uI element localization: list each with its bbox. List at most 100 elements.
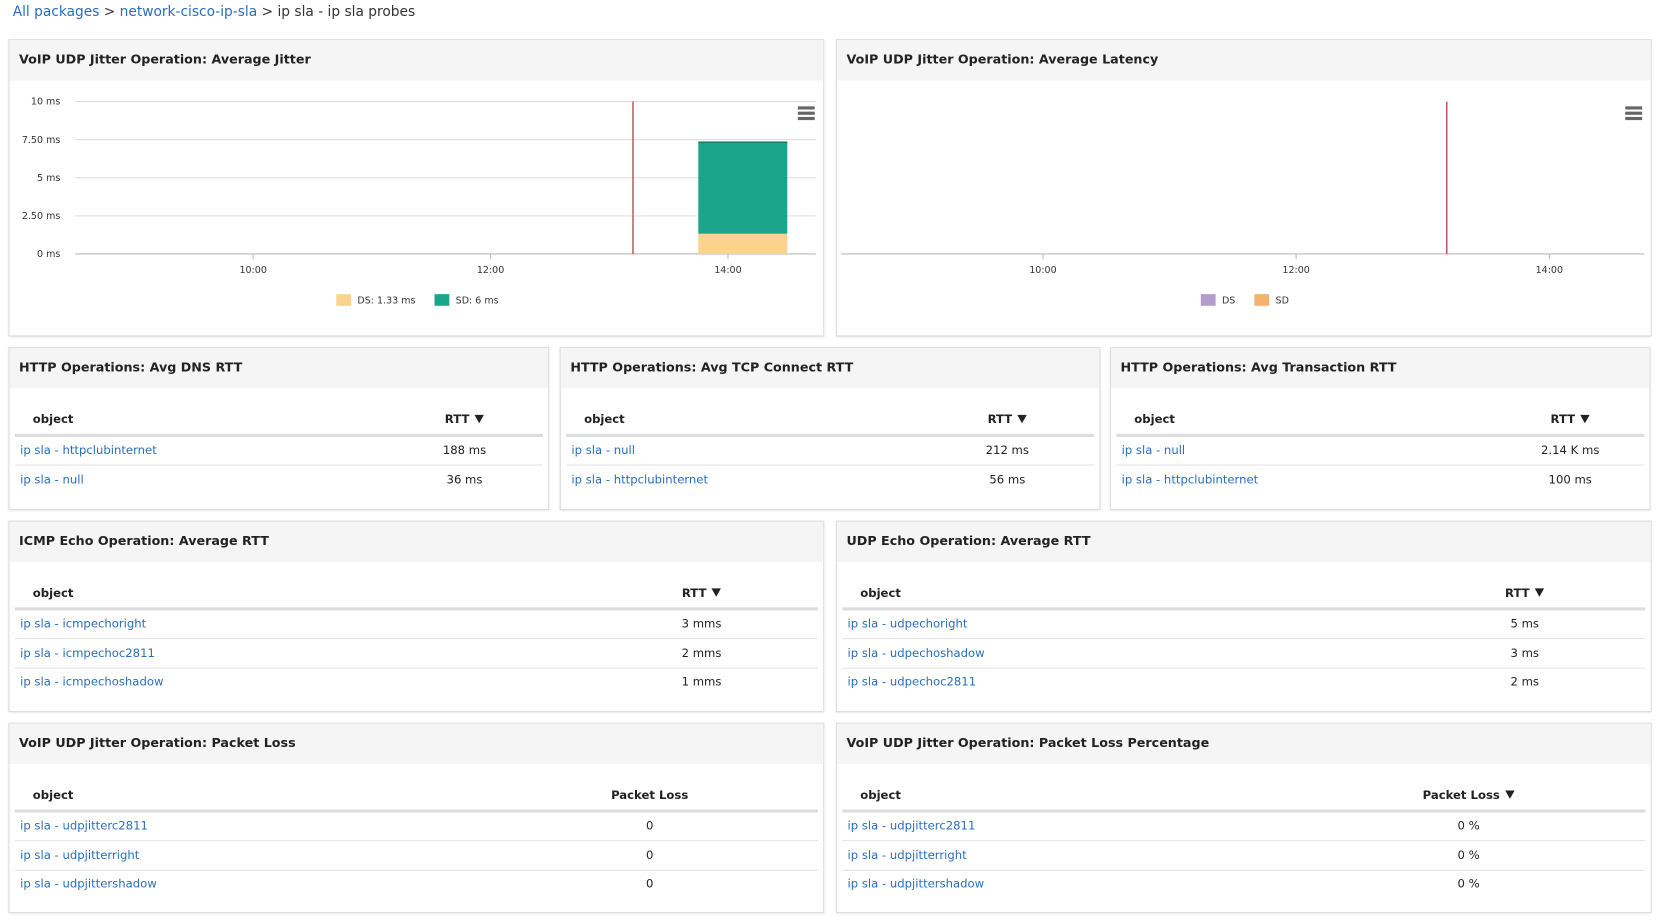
menu-bar <box>1625 106 1643 110</box>
column-header[interactable]: RTT <box>988 413 1028 426</box>
menu-bar <box>1625 111 1643 115</box>
row-link[interactable]: ip sla - udpechoright <box>847 616 968 631</box>
panel-title: UDP Echo Operation: Average RTT <box>846 533 1091 549</box>
sort-arrow-shape <box>1017 414 1028 424</box>
sort-arrow-shape <box>1534 588 1545 597</box>
legend-label: SD <box>1276 296 1289 307</box>
legend: DS SD <box>1200 294 1289 307</box>
row-link[interactable]: ip sla - null <box>1121 443 1186 458</box>
breadcrumb-link[interactable]: All packages <box>12 4 100 21</box>
panel: HTTP Operations: Avg Transaction RTT obje… <box>1109 347 1651 511</box>
header-rule <box>1116 433 1645 437</box>
header-rule <box>14 607 818 611</box>
row-rule <box>842 869 1646 871</box>
row-link[interactable]: ip sla - httpclubinternet <box>20 443 157 458</box>
row-value: 56 ms <box>989 472 1026 487</box>
sort-arrow-shape <box>1505 790 1515 799</box>
column-header[interactable]: object <box>32 412 74 427</box>
row-link[interactable]: ip sla - udpjitterright <box>20 848 140 862</box>
panel-title: VoIP UDP Jitter Operation: Average Laten… <box>846 51 1159 67</box>
y-tick-label: 2.50 ms <box>22 211 60 222</box>
legend-swatch <box>434 294 450 306</box>
sort-arrow <box>1505 790 1515 799</box>
panel-title: HTTP Operations: Avg Transaction RTT <box>1120 359 1397 375</box>
panel-header: HTTP Operations: Avg TCP Connect RTT <box>560 348 1100 389</box>
panel-title: VoIP UDP Jitter Operation: Average Jitte… <box>19 51 311 67</box>
chart-menu[interactable] <box>797 106 815 121</box>
breadcrumb: All packages > network-cisco-ip-sla > ip… <box>13 4 415 20</box>
breadcrumb-separator: > <box>103 4 116 21</box>
row-link[interactable]: ip sla - null <box>20 472 84 487</box>
row-rule <box>14 667 818 669</box>
column-header[interactable]: object <box>860 788 901 803</box>
row-link[interactable]: ip sla - httpclubinternet <box>1121 472 1259 487</box>
sort-arrow <box>1534 588 1545 597</box>
column-header[interactable]: object <box>860 586 901 600</box>
y-tick-label: 0 ms <box>37 249 60 260</box>
panel-header: VoIP UDP Jitter Operation: Average Jitte… <box>9 40 824 81</box>
panel-header: HTTP Operations: Avg Transaction RTT <box>1111 348 1650 389</box>
x-tick-label: 14:00 <box>714 265 741 276</box>
row-rule <box>842 667 1646 669</box>
row-link[interactable]: ip sla - udpjittershadow <box>847 877 985 891</box>
chart-menu[interactable] <box>1625 106 1643 121</box>
row-value: 188 ms <box>442 443 487 458</box>
row-link[interactable]: ip sla - icmpechoshadow <box>20 675 164 689</box>
column-header[interactable]: object <box>32 788 74 803</box>
y-tick-label: 7.50 ms <box>22 135 60 146</box>
panel-header: ICMP Echo Operation: Average RTT <box>9 521 824 562</box>
row-link[interactable]: ip sla - udpjitterc2811 <box>20 818 148 833</box>
legend-label: DS: 1.33 ms <box>357 296 415 307</box>
row-value: 212 ms <box>985 443 1029 458</box>
panel: VoIP UDP Jitter Operation: Packet Loss P… <box>835 722 1652 914</box>
panel-title: VoIP UDP Jitter Operation: Packet Loss P… <box>846 735 1210 751</box>
sort-arrow-shape <box>711 588 722 597</box>
legend-swatch <box>1254 294 1270 306</box>
row-link[interactable]: ip sla - null <box>571 443 635 458</box>
row-link[interactable]: ip sla - udpjittershadow <box>20 877 157 891</box>
row-link[interactable]: ip sla - icmpechoright <box>20 616 147 631</box>
row-rule <box>14 464 543 466</box>
column-header[interactable]: RTT <box>445 413 485 426</box>
header-rule <box>842 607 1646 611</box>
panel: VoIP UDP Jitter Operation: Average Jitte… <box>8 39 825 337</box>
panel-header: HTTP Operations: Avg DNS RTT <box>9 348 549 389</box>
row-link[interactable]: ip sla - udpechoc2811 <box>847 675 977 689</box>
row-link[interactable]: ip sla - udpjitterc2811 <box>847 818 976 833</box>
row-rule <box>14 638 818 640</box>
row-link[interactable]: ip sla - icmpechoc2811 <box>20 645 155 660</box>
column-header[interactable]: object <box>584 412 625 427</box>
row-value: 0 % <box>1457 848 1480 862</box>
row-rule <box>14 840 818 842</box>
row-value: 2 mms <box>681 645 722 660</box>
row-link[interactable]: ip sla - udpechoshadow <box>847 645 985 660</box>
column-header[interactable]: Packet Loss <box>611 788 689 803</box>
row-link[interactable]: ip sla - udpjitterright <box>847 848 967 862</box>
row-value: 2.14 K ms <box>1541 443 1600 458</box>
column-header[interactable]: Packet Loss <box>1423 788 1515 802</box>
y-tick-label: 5 ms <box>37 173 60 184</box>
breadcrumb-link[interactable]: network-cisco-ip-sla <box>119 4 258 21</box>
row-link[interactable]: ip sla - httpclubinternet <box>571 472 709 487</box>
column-header[interactable]: RTT <box>1505 586 1545 600</box>
menu-bar <box>1625 116 1643 121</box>
panel-header: VoIP UDP Jitter Operation: Packet Loss <box>9 723 824 764</box>
panel-header: VoIP UDP Jitter Operation: Average Laten… <box>836 40 1651 81</box>
column-header[interactable]: object <box>1134 412 1175 427</box>
panel: ICMP Echo Operation: Average RTT object RT… <box>8 520 825 713</box>
bar-segment <box>698 233 788 254</box>
chart: 10:00 12:00 14:00 DS SD <box>841 101 1645 307</box>
row-rule <box>842 840 1646 842</box>
panel-title: HTTP Operations: Avg DNS RTT <box>19 359 243 375</box>
row-value: 3 mms <box>681 616 722 631</box>
column-header[interactable]: object <box>32 586 74 600</box>
sort-arrow <box>474 414 485 424</box>
chart: 0 ms 2.50 ms 5 ms 7.50 ms 10 ms 10:00 12:00 14:… <box>22 97 816 307</box>
row-value: 5 ms <box>1510 616 1539 631</box>
column-header[interactable]: RTT <box>1551 413 1590 426</box>
column-header[interactable]: RTT <box>682 586 722 600</box>
menu-bar <box>797 111 815 115</box>
panel-title: ICMP Echo Operation: Average RTT <box>19 533 269 549</box>
